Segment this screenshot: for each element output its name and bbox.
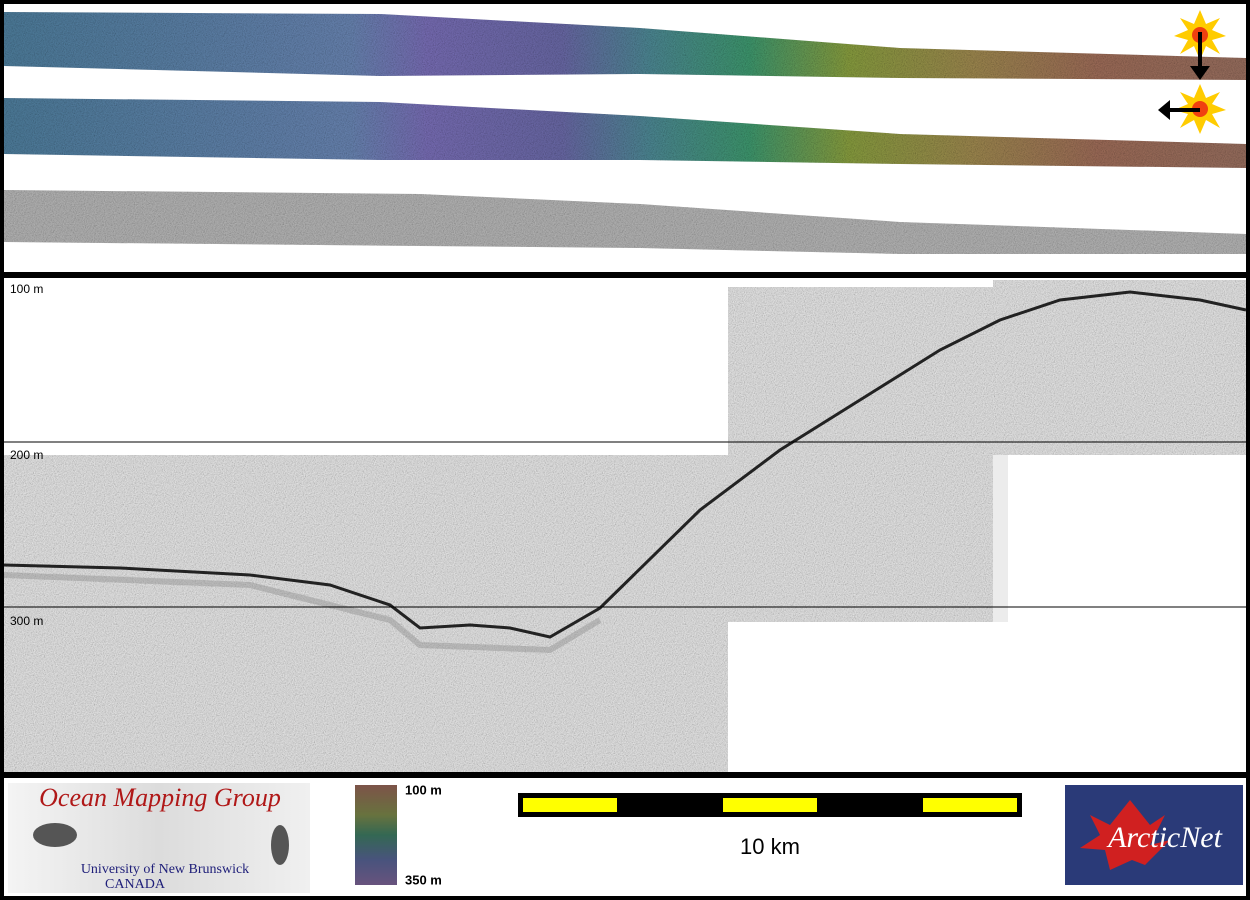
logo-title: Ocean Mapping Group: [39, 783, 281, 812]
profile-echo: [728, 287, 993, 622]
backscatter-strip: [4, 190, 1246, 254]
profile-echo: [993, 280, 1246, 455]
color-bar-label: 350 m: [405, 872, 442, 887]
swath-strip: [4, 98, 1246, 168]
depth-label: 200 m: [10, 448, 43, 462]
depth-label: 300 m: [10, 614, 43, 628]
scale-bar-segment: [923, 798, 1017, 812]
logo-text: University of New Brunswick: [81, 862, 249, 877]
color-bar-label: 100 m: [405, 782, 442, 797]
seafloor-shadow: [3, 572, 602, 654]
logo-fish: [33, 823, 77, 847]
depth-label: 100 m: [10, 282, 43, 296]
logo-text: CANADA: [105, 877, 166, 892]
profile-echo: [993, 455, 1008, 622]
arcticnet-text: ArcticNet: [1106, 821, 1223, 854]
maple-leaf: [1080, 800, 1170, 870]
profile-echo: [4, 455, 728, 772]
color-bar: [355, 785, 397, 885]
swath-strip: [4, 12, 1246, 80]
scale-bar-segment: [723, 798, 817, 812]
seafloor: [3, 290, 1247, 639]
scale-bar-segment: [523, 798, 617, 812]
sun-icon: [1158, 84, 1226, 134]
logo-fish: [271, 825, 289, 865]
scale-label: 10 km: [740, 834, 800, 859]
sun-icon: [1174, 10, 1226, 80]
color-bar-shade: [355, 785, 397, 885]
